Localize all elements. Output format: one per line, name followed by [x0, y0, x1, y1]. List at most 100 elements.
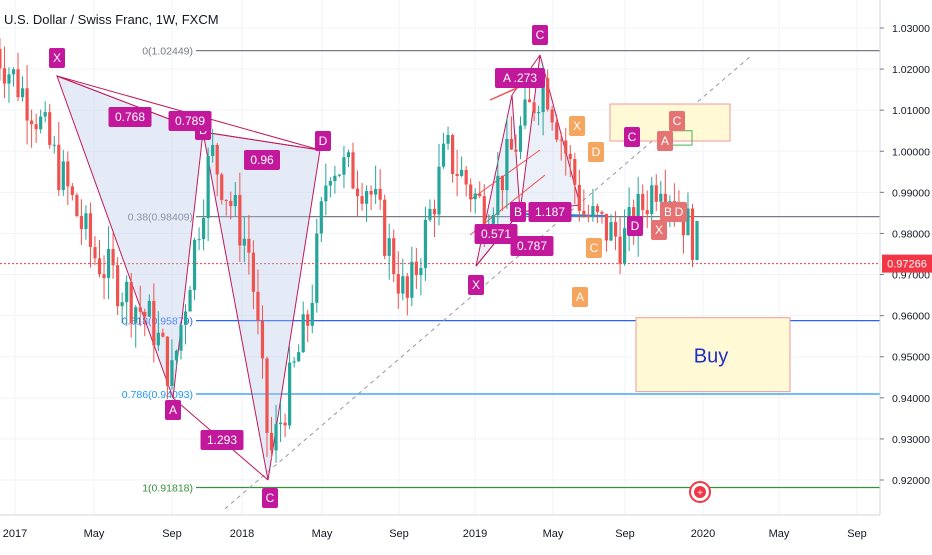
candle-body	[419, 267, 423, 276]
candle-body	[546, 78, 550, 110]
candle-body	[224, 199, 228, 201]
candle-body	[374, 188, 378, 195]
candle-body	[555, 122, 559, 140]
plot-background	[0, 0, 880, 515]
time-axis[interactable]: 2017 May Sep 2018 May Sep 2019 May Sep 2020 May Sep	[0, 514, 880, 540]
label-d: D	[631, 219, 640, 233]
label-d-bg	[315, 131, 331, 151]
ratio-label-bg	[200, 430, 244, 450]
candle-body	[437, 166, 441, 215]
candle-body	[613, 222, 618, 237]
candle-body	[364, 191, 369, 204]
candle-body	[310, 302, 314, 326]
candle-body	[432, 208, 437, 215]
candle-body	[337, 174, 342, 176]
candle-body	[641, 193, 645, 211]
candle-body	[161, 332, 165, 337]
candle-body	[681, 212, 686, 236]
candle-body	[183, 311, 188, 325]
label-d-bg	[627, 216, 643, 236]
candle-body	[43, 112, 47, 117]
label-x: X	[53, 51, 61, 65]
candle-body	[138, 307, 142, 312]
candle-body	[342, 157, 346, 175]
ratio-label-bg	[108, 107, 152, 127]
price-tick-label: 0.95000	[892, 352, 930, 364]
candle-body	[7, 74, 11, 84]
fib-label: 0.618(0.95879)	[122, 316, 193, 328]
candle-body	[690, 208, 695, 260]
candle-body	[202, 218, 206, 240]
label-a-bg	[165, 400, 181, 420]
candle-body	[491, 214, 495, 230]
candle-body	[97, 258, 102, 275]
candle-body	[274, 424, 278, 451]
candle-body	[469, 184, 473, 200]
candle-body	[125, 281, 129, 303]
candle-body	[188, 290, 192, 312]
candle-body	[500, 175, 504, 191]
candle-body	[106, 248, 111, 278]
candle-body	[414, 261, 418, 276]
ratio-label-bg	[168, 111, 212, 131]
candle-body	[591, 206, 595, 217]
label-c-bg	[262, 488, 278, 508]
candle-body	[238, 194, 242, 246]
candle-body	[663, 193, 667, 204]
candle-body	[568, 153, 572, 160]
label-d: D	[592, 145, 601, 159]
candle-body	[84, 213, 88, 229]
chart-title: U.S. Dollar / Swiss Franc, 1W, FXCM	[4, 12, 219, 27]
label-b: B	[664, 205, 672, 219]
candle-body	[351, 152, 355, 189]
label-b-bg	[510, 202, 526, 222]
candle-body	[536, 112, 541, 114]
candle-body	[315, 233, 319, 303]
time-tick-label: 2019	[463, 528, 487, 540]
ratio-label: 1.293	[207, 433, 237, 447]
price-tick-label: 0.98000	[892, 228, 930, 240]
label-d: D	[675, 205, 684, 219]
pattern-leg	[202, 131, 321, 151]
candle-body	[79, 216, 84, 229]
candle-body	[2, 68, 7, 84]
candle-body	[478, 193, 482, 197]
price-tick-label: 1.01000	[892, 105, 930, 117]
buy-label: Buy	[694, 346, 728, 368]
candle-body	[102, 274, 106, 278]
price-axis[interactable]: 1.03000 1.02000 1.01000 1.00000 0.99000 0.980…	[879, 0, 932, 515]
candle-body	[369, 191, 373, 195]
candle-body	[383, 199, 387, 256]
candle-body	[550, 109, 554, 123]
time-tick-label: May	[312, 528, 333, 540]
candle-body	[636, 193, 640, 236]
candle-body	[460, 169, 464, 176]
candle-body	[405, 276, 409, 298]
candle-body	[288, 362, 292, 426]
label-b: B	[514, 205, 522, 219]
time-tick-label: Sep	[615, 528, 635, 540]
ratio-label-bg	[510, 236, 554, 256]
candle-body	[247, 238, 251, 253]
candle-body	[333, 175, 337, 182]
candle-body	[192, 239, 197, 291]
candle-body	[396, 274, 400, 294]
label-x-bg	[468, 275, 484, 295]
candle-body	[116, 265, 120, 307]
candle-body	[645, 210, 649, 215]
ratio-label: 0.789	[175, 114, 205, 128]
candle-body	[211, 144, 215, 156]
label-c: C	[266, 491, 275, 505]
label-c: C	[590, 241, 599, 255]
candle-body	[61, 161, 65, 191]
candle-body	[265, 358, 269, 433]
candle-body	[604, 213, 609, 241]
current-price-badge	[882, 254, 932, 273]
label-a: A	[576, 290, 584, 304]
time-tick-label: May	[769, 528, 790, 540]
current-price-label: 0.97266	[887, 259, 927, 271]
candle-body	[324, 185, 328, 202]
